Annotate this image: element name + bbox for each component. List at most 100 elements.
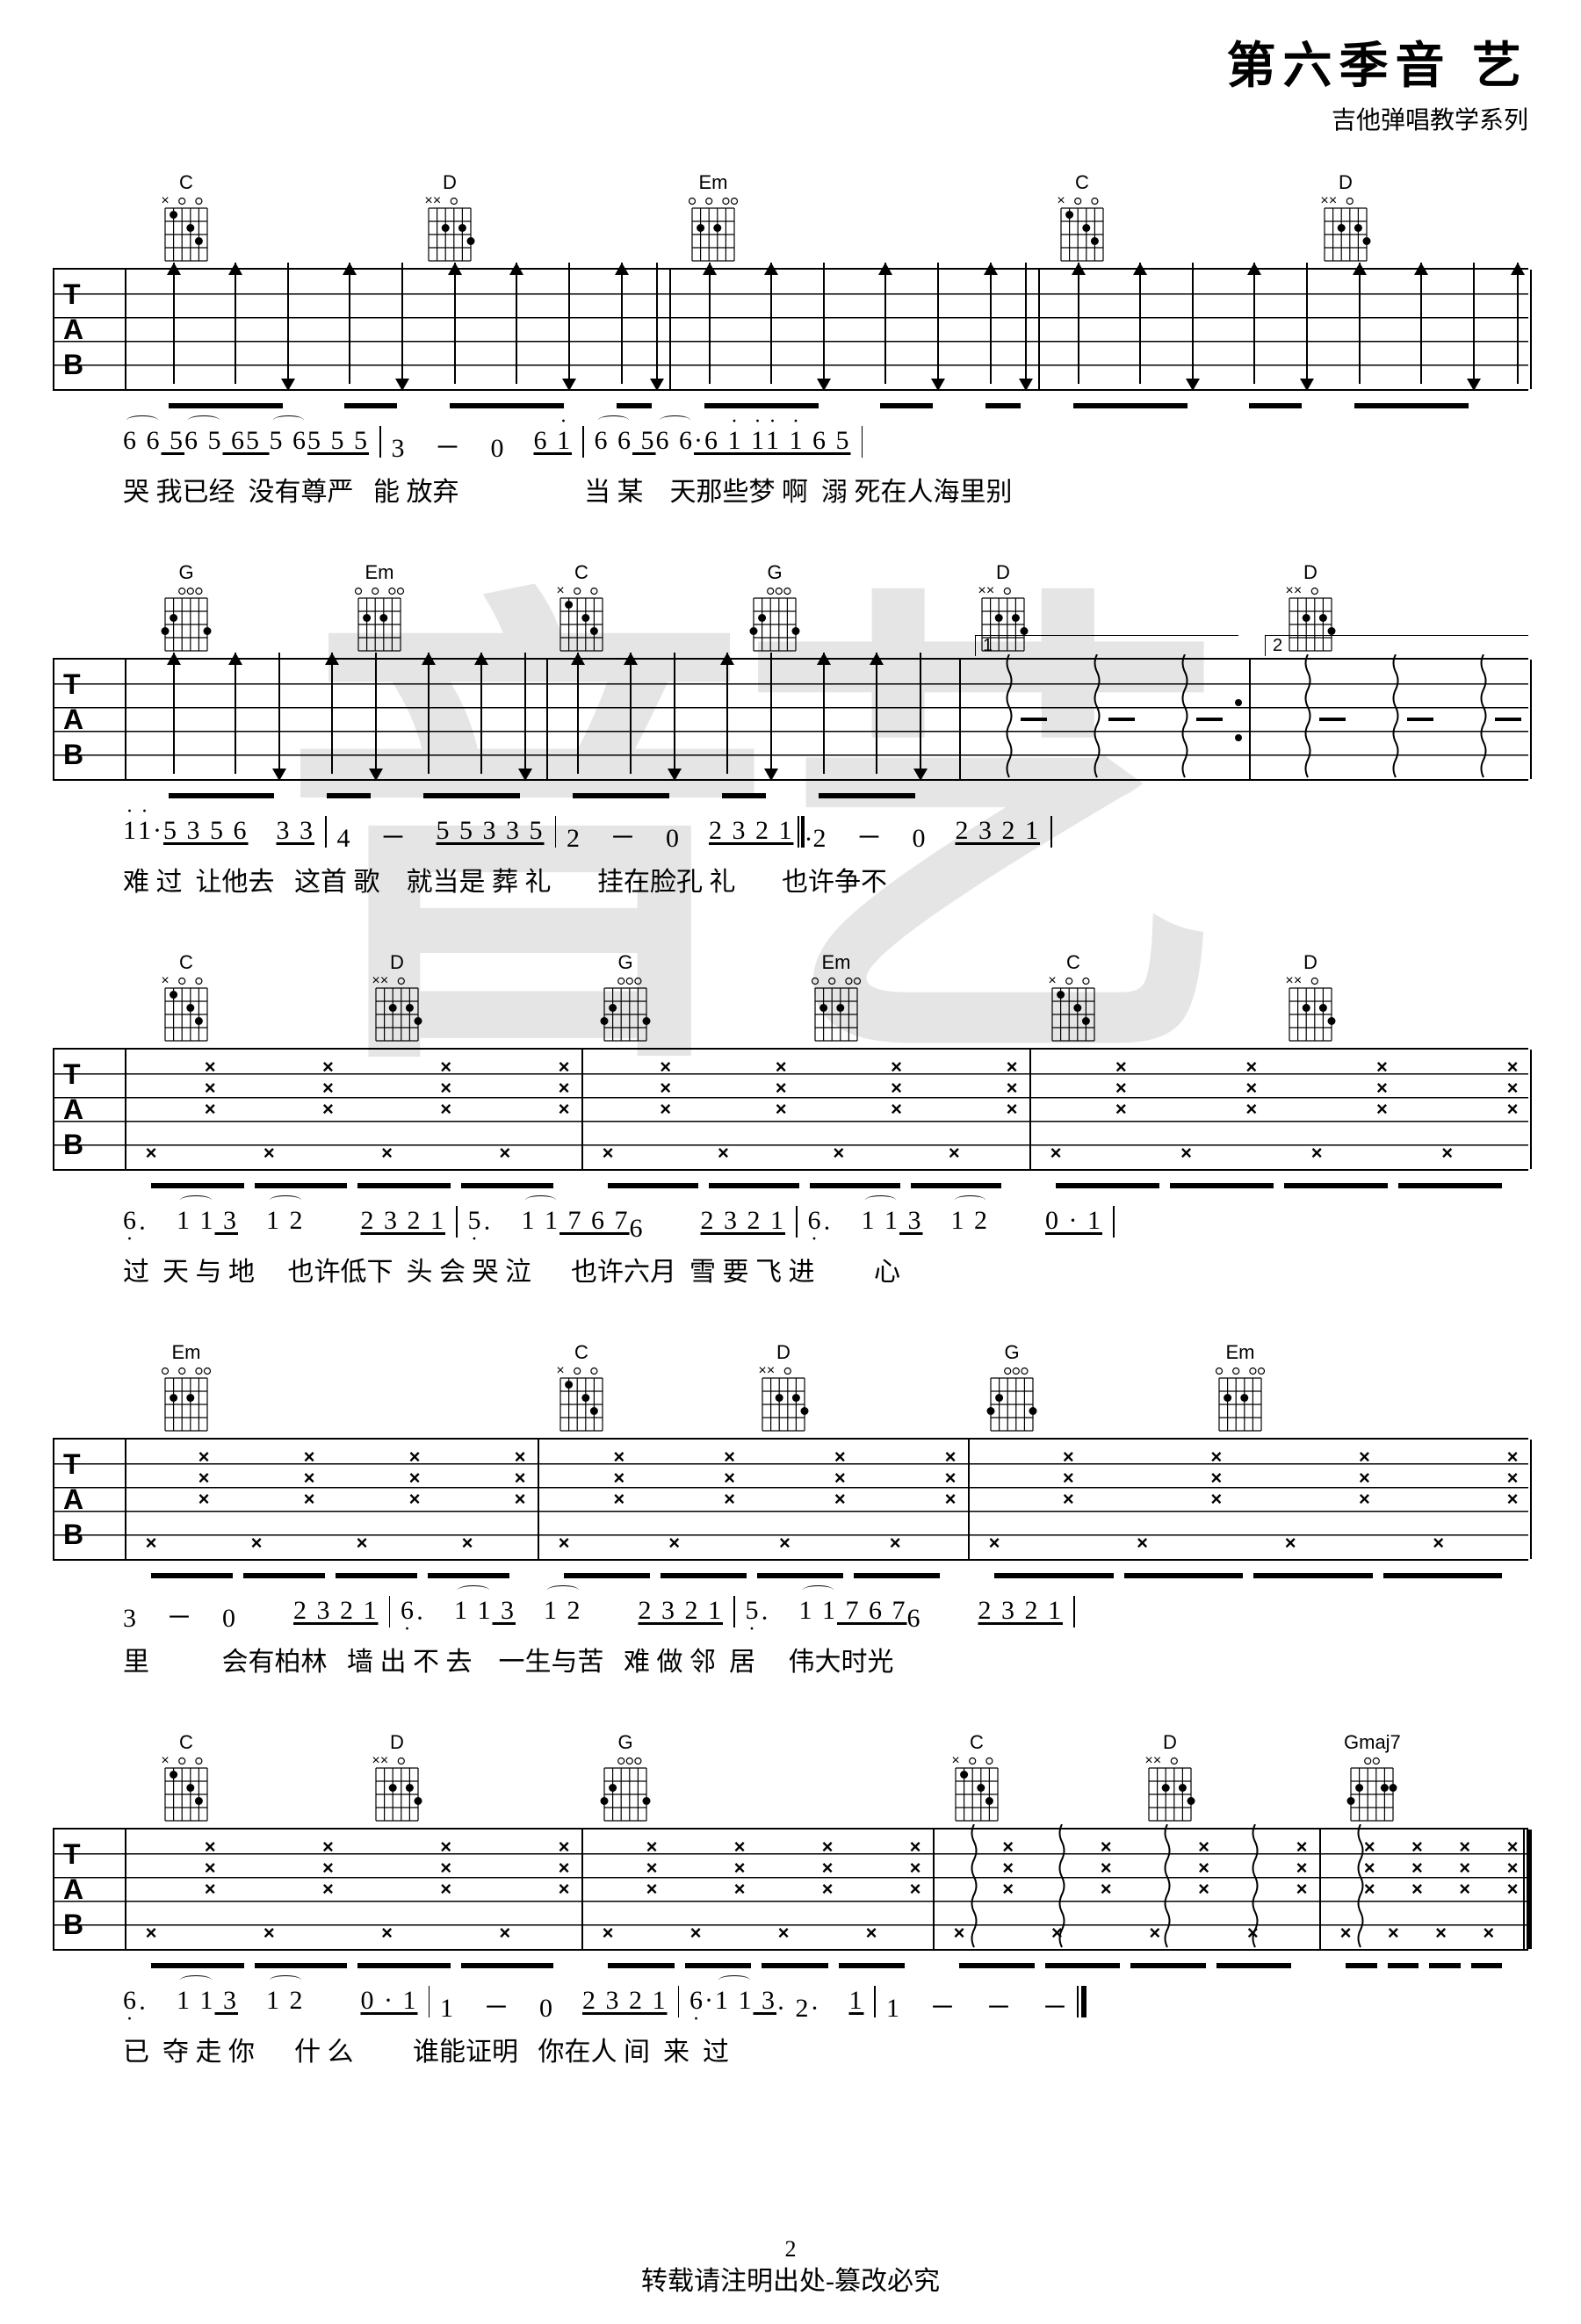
chord-name-label: D [996,561,1010,584]
strum-down-icon [985,263,998,394]
mute-note-icon: × [1210,1467,1222,1490]
mute-note-icon: × [146,1142,157,1165]
beam [428,1573,509,1578]
chord-Gmaj7: Gmaj7 [1344,1731,1401,1824]
chord-name-label: C [574,561,588,584]
chord-D: D ×× [1318,171,1374,264]
svg-text:×: × [1057,196,1065,208]
beam [704,403,819,408]
chord-diagram-icon: ×× [369,976,425,1044]
mute-note-icon: × [734,1878,746,1901]
strum-up-icon [520,653,532,784]
mute-note-icon: × [1296,1878,1308,1901]
chord-diagram-icon [597,976,653,1044]
lyrics-line: 难 过 让他去 这首 歌 就当是 葬 礼 挂在脸孔 礼 也许争不 [53,860,1528,899]
svg-text:×: × [161,196,169,208]
mute-note-icon: × [304,1467,315,1490]
tab-staff: TAB×××××××××××××××××××××××××××××××××××××… [53,1438,1528,1561]
tab-clef-icon: TAB [63,277,83,382]
barline [125,1830,126,1949]
svg-text:×: × [1294,976,1302,988]
beam [608,1183,698,1188]
mute-note-icon: × [199,1446,210,1469]
mute-note-icon: × [945,1488,957,1511]
svg-text:×: × [1320,196,1328,208]
beam [839,1963,906,1968]
mute-note-icon: × [1459,1857,1470,1880]
mute-note-icon: × [949,1142,960,1165]
mute-note-icon: × [1245,1098,1257,1121]
mute-note-icon: × [1063,1467,1074,1490]
beam [357,1183,451,1188]
beam [854,1573,940,1578]
chord-G: G [747,561,803,654]
beam [151,1963,244,1968]
chord-name-label: C [179,1731,193,1754]
chord-Em: Em [1212,1341,1268,1434]
chord-name-label: D [1339,171,1353,194]
strum-down-icon [819,653,831,784]
mute-note-icon: × [322,1878,334,1901]
beam [169,403,283,408]
strum-up-icon [1469,263,1481,394]
strum-down-icon [625,653,638,784]
mute-note-icon: × [1507,1878,1519,1901]
mute-note-icon: × [1063,1488,1074,1511]
barline [581,1050,583,1169]
mute-note-icon: × [1388,1922,1399,1945]
barline [1530,1440,1532,1559]
chord-D: D ×× [369,1731,425,1824]
beam [357,1963,451,1968]
strum-up-icon [819,263,831,394]
beam [255,1963,348,1968]
mute-note-icon: × [515,1488,526,1511]
barline [1530,270,1532,389]
mute-note-icon: × [1441,1142,1453,1165]
beam [722,793,766,798]
strum-down-icon [871,653,884,784]
chord-name-label: Em [365,561,394,584]
strum-up-icon [1021,263,1033,394]
beam [1471,1963,1503,1968]
mute-note-icon: × [668,1532,680,1555]
mute-note-icon: × [559,1857,570,1880]
beam [810,1183,900,1188]
mute-note-icon: × [304,1488,315,1511]
mute-note-icon: × [660,1098,671,1121]
mute-note-icon: × [718,1142,729,1165]
mute-note-icon: × [322,1857,334,1880]
strum-down-icon [1073,263,1086,394]
beam [151,1573,233,1578]
barline [669,270,671,389]
mute-note-icon: × [499,1142,510,1165]
svg-text:×: × [978,586,985,598]
strum-up-icon [766,653,778,784]
mute-note-icon: × [1507,1488,1519,1511]
mute-note-icon: × [515,1446,526,1469]
number-notation: 6 6 5 6 5 6 5 5 6 5 5 53 － 0 6 16 6 5 6 … [53,426,1528,465]
strum-up-icon [915,653,928,784]
mute-note-icon: × [559,1056,570,1079]
svg-text:×: × [556,1366,564,1378]
mute-note-icon: × [205,1098,216,1121]
svg-text:×: × [986,586,994,598]
beam [757,1573,843,1578]
mute-note-icon: × [1198,1836,1209,1858]
svg-text:×: × [424,196,432,208]
tab-staff: TAB [53,658,1528,781]
chord-name-label: Em [1226,1341,1255,1364]
mute-note-icon: × [1115,1098,1127,1121]
mute-note-icon: × [866,1922,877,1945]
mute-note-icon: × [613,1446,624,1469]
mute-note-icon: × [1296,1857,1308,1880]
beam [1056,1183,1159,1188]
mute-note-icon: × [1101,1878,1112,1901]
svg-text:×: × [161,976,169,988]
mute-note-icon: × [1435,1922,1447,1945]
tab-clef-icon: TAB [63,667,83,772]
number-notation: 1 1· 5 3 5 6 3 34 － 5 5 3 3 52 － 0 2 3 2… [53,816,1528,855]
chord-diagram-icon [685,196,741,264]
mute-note-icon: × [322,1836,334,1858]
beam [911,1183,1001,1188]
mute-note-icon: × [264,1922,275,1945]
